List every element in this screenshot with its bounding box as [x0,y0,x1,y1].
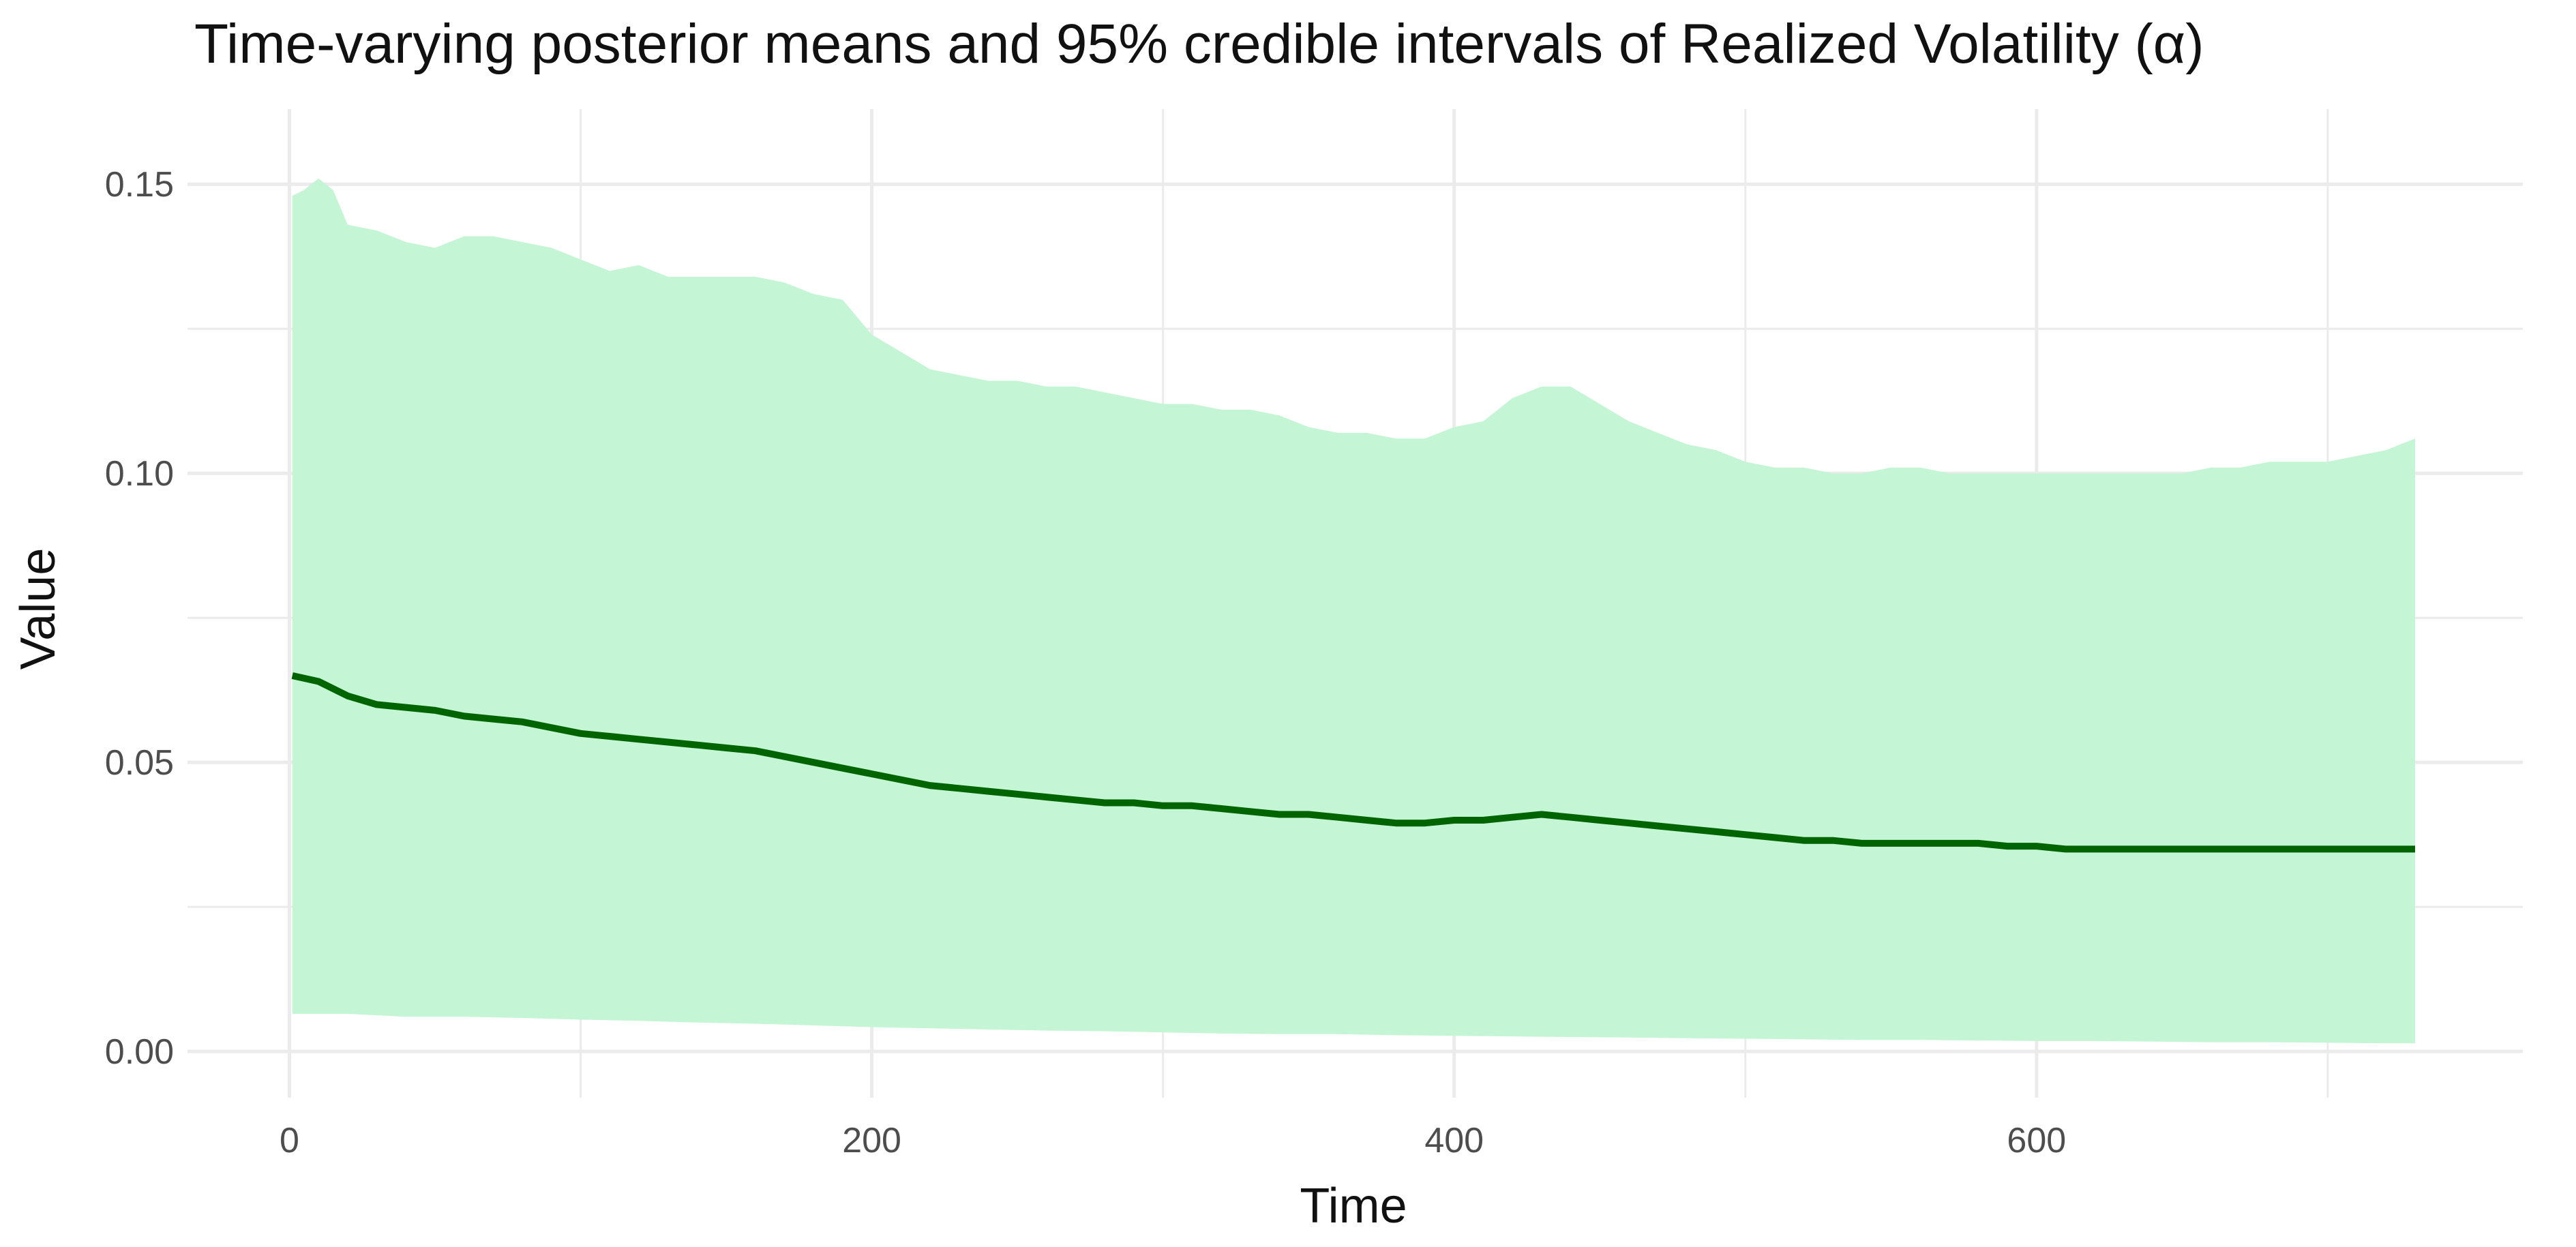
chart-title: Time-varying posterior means and 95% cre… [194,13,2204,75]
x-axis-title: Time [1300,1179,1407,1233]
y-tick-label: 0.10 [105,454,174,494]
y-tick-label: 0.05 [105,743,174,783]
x-tick-label: 400 [1424,1121,1484,1160]
x-tick-label: 200 [842,1121,901,1160]
plot-area [188,109,2523,1098]
y-axis-title: Value [11,548,65,670]
posterior-mean-line [291,672,2415,853]
x-tick-label: 600 [2007,1121,2066,1160]
x-tick-label: 0 [280,1121,299,1160]
y-axis-tick-labels: 0.00 0.05 0.10 0.15 [105,165,174,1072]
y-tick-label: 0.00 [105,1032,174,1072]
y-tick-label: 0.15 [105,165,174,205]
x-axis-tick-labels: 0 200 400 600 [280,1121,2066,1160]
credible-interval-band [292,178,2416,1044]
